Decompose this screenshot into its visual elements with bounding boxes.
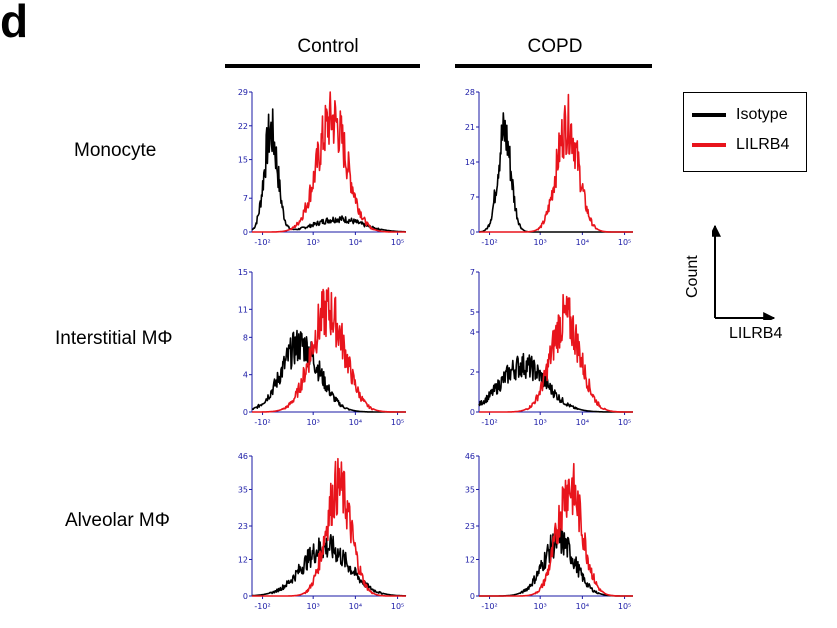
histogram-interstitial-copd: 0 2 4 5 7 -10² 10³ 10⁴ 10⁵	[470, 268, 634, 427]
x-tick-label: 10⁴	[576, 238, 589, 247]
x-tick-label: 10³	[533, 602, 546, 611]
series-lilrb4	[478, 293, 634, 413]
y-tick-label: 35	[465, 485, 475, 494]
y-tick-label: 11	[238, 305, 248, 314]
y-tick-label: 29	[238, 88, 248, 97]
y-tick-label: 0	[243, 228, 248, 237]
y-tick-label: 12	[238, 555, 248, 564]
x-tick-label: 10⁴	[349, 602, 362, 611]
y-tick-label: 7	[243, 194, 248, 203]
y-tick-label: 23	[238, 522, 248, 531]
x-tick-label: 10⁵	[618, 418, 631, 427]
legend-swatch-lilrb4	[692, 143, 726, 147]
panel-letter: d	[0, 0, 29, 47]
y-tick-label: 0	[470, 228, 475, 237]
x-tick-label: 10³	[533, 238, 546, 247]
histogram-monocyte-copd: 0 7 14 21 28 -10² 10³ 10⁴ 10⁵	[465, 88, 634, 247]
y-tick-label: 7	[470, 268, 475, 277]
series-lilrb4	[478, 462, 634, 597]
x-tick-label: 10⁵	[618, 602, 631, 611]
column-bar-control	[225, 64, 420, 68]
y-tick-label: 0	[243, 408, 248, 417]
x-tick-label: -10²	[481, 238, 497, 247]
x-tick-label: 10³	[306, 418, 319, 427]
legend-item-isotype: Isotype	[692, 105, 788, 125]
y-tick-label: 22	[238, 122, 248, 131]
x-tick-label: -10²	[254, 602, 270, 611]
series-isotype	[478, 352, 634, 413]
y-tick-label: 14	[465, 158, 475, 167]
y-tick-label: 0	[470, 592, 475, 601]
axis-key-y-label: Count	[684, 255, 701, 298]
x-tick-label: 10³	[306, 238, 319, 247]
x-tick-label: -10²	[481, 418, 497, 427]
x-tick-label: 10⁵	[391, 238, 404, 247]
series-isotype	[251, 108, 407, 233]
x-tick-label: 10⁵	[618, 238, 631, 247]
y-tick-label: 46	[238, 452, 248, 461]
x-tick-label: -10²	[254, 418, 270, 427]
x-tick-label: 10⁴	[576, 602, 589, 611]
x-tick-label: 10⁴	[576, 418, 589, 427]
y-tick-label: 35	[238, 485, 248, 494]
series-lilrb4	[251, 287, 407, 413]
y-tick-label: 21	[465, 123, 475, 132]
y-tick-label: 8	[243, 333, 248, 342]
y-tick-label: 28	[465, 88, 475, 97]
y-tick-label: 5	[470, 308, 475, 317]
y-tick-label: 4	[243, 371, 248, 380]
axis-key-arrows	[712, 224, 776, 320]
row-label-monocyte: Monocyte	[74, 140, 157, 161]
y-tick-label: 15	[238, 156, 248, 165]
y-tick-label: 12	[465, 555, 475, 564]
legend: Isotype LILRB4	[683, 92, 807, 172]
x-tick-label: 10⁴	[349, 238, 362, 247]
row-label-alveolar: Alveolar MΦ	[65, 510, 170, 531]
legend-swatch-isotype	[692, 113, 726, 117]
histogram-interstitial-control: 0 4 8 11 15 -10² 10³ 10⁴ 10⁵	[238, 268, 407, 427]
column-bar-copd	[455, 64, 652, 68]
legend-item-lilrb4: LILRB4	[692, 135, 789, 155]
x-tick-label: 10⁵	[391, 418, 404, 427]
y-tick-label: 7	[470, 193, 475, 202]
y-tick-label: 23	[465, 522, 475, 531]
x-tick-label: 10³	[533, 418, 546, 427]
series-isotype	[251, 534, 407, 597]
y-tick-label: 46	[465, 452, 475, 461]
column-title-control: Control	[297, 36, 359, 57]
series-lilrb4	[251, 457, 407, 597]
row-label-interstitial: Interstitial MΦ	[55, 328, 173, 349]
y-tick-label: 15	[238, 268, 248, 277]
series-lilrb4	[251, 91, 407, 233]
y-tick-label: 0	[243, 592, 248, 601]
series-isotype	[251, 329, 407, 413]
histogram-alveolar-copd: 0 12 23 35 46 -10² 10³ 10⁴ 10⁵	[465, 452, 634, 611]
x-tick-label: -10²	[481, 602, 497, 611]
histogram-alveolar-control: 0 12 23 35 46 -10² 10³ 10⁴ 10⁵	[238, 452, 407, 611]
x-tick-label: 10⁵	[391, 602, 404, 611]
legend-label-lilrb4: LILRB4	[736, 136, 790, 153]
column-title-copd: COPD	[527, 36, 583, 57]
x-tick-label: 10⁴	[349, 418, 362, 427]
x-tick-label: 10³	[306, 602, 319, 611]
axis-key-x-label: LILRB4	[729, 325, 783, 342]
y-tick-label: 2	[470, 368, 475, 377]
legend-label-isotype: Isotype	[736, 106, 788, 123]
series-lilrb4	[478, 93, 634, 233]
histogram-monocyte-control: 0 7 15 22 29 -10² 10³ 10⁴ 10⁵	[238, 88, 407, 247]
x-tick-label: -10²	[254, 238, 270, 247]
y-tick-label: 0	[470, 408, 475, 417]
y-tick-label: 4	[470, 328, 475, 337]
